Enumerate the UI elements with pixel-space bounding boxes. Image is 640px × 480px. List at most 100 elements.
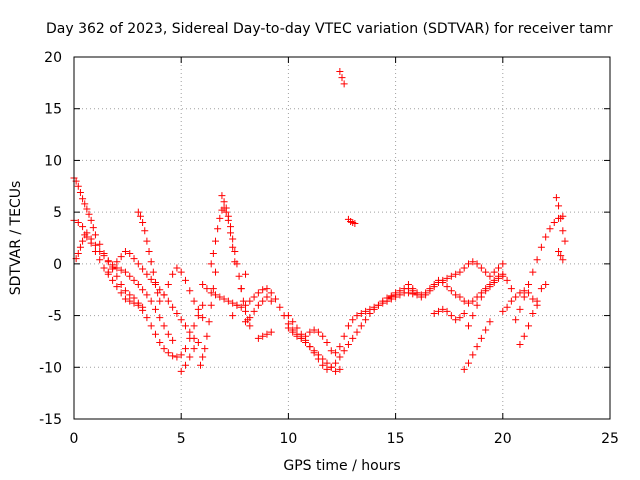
data-point	[177, 351, 185, 359]
data-point	[555, 202, 563, 210]
chart-title: Day 362 of 2023, Sidereal Day-to-day VTE…	[46, 21, 613, 37]
y-tick-label: 10	[44, 153, 62, 169]
data-point	[289, 328, 297, 336]
data-point	[537, 285, 545, 293]
data-point	[83, 205, 91, 213]
y-tick-label: -15	[39, 412, 62, 428]
data-point	[516, 289, 524, 297]
data-point	[242, 301, 250, 309]
data-point	[404, 281, 412, 289]
data-point	[145, 247, 153, 255]
data-point	[340, 80, 348, 88]
data-point	[218, 192, 226, 200]
data-point	[126, 272, 134, 280]
data-point	[362, 316, 370, 324]
data-point	[323, 359, 331, 367]
data-point	[181, 322, 189, 330]
data-point	[525, 322, 533, 330]
data-point	[229, 243, 237, 251]
data-point	[559, 256, 567, 264]
data-point	[117, 289, 125, 297]
data-point	[443, 307, 451, 315]
data-point	[203, 285, 211, 293]
data-point	[222, 204, 230, 212]
data-point	[242, 318, 250, 326]
plot-frame	[73, 56, 611, 420]
data-point	[512, 293, 520, 301]
data-point	[460, 264, 468, 272]
data-point	[460, 297, 468, 305]
data-point	[231, 247, 239, 255]
data-point	[109, 263, 117, 271]
x-tick-label: 15	[387, 431, 405, 447]
data-point	[353, 312, 361, 320]
data-point	[149, 268, 157, 276]
data-point	[383, 297, 391, 305]
data-point	[220, 295, 228, 303]
data-point	[284, 312, 292, 320]
data-point	[203, 332, 211, 340]
data-point	[546, 225, 554, 233]
data-point	[224, 297, 232, 305]
data-point	[220, 198, 228, 206]
data-point	[464, 322, 472, 330]
data-point	[186, 328, 194, 336]
data-point	[134, 301, 142, 309]
data-point	[503, 303, 511, 311]
data-point	[74, 250, 82, 258]
data-point	[134, 260, 142, 268]
data-point	[229, 235, 237, 243]
y-tick-label: 20	[44, 50, 62, 66]
data-point	[190, 345, 198, 353]
data-point	[227, 223, 235, 231]
data-point	[147, 322, 155, 330]
data-point	[117, 266, 125, 274]
data-point	[209, 285, 217, 293]
data-point	[302, 332, 310, 340]
data-point	[134, 281, 142, 289]
data-point	[336, 353, 344, 361]
data-point	[430, 283, 438, 291]
data-point	[130, 255, 138, 263]
data-point	[464, 359, 472, 367]
data-point	[490, 278, 498, 286]
data-point	[250, 293, 258, 301]
data-point	[104, 257, 112, 265]
data-point	[164, 281, 172, 289]
data-point	[121, 247, 129, 255]
data-point	[164, 330, 172, 338]
data-point	[126, 297, 134, 305]
data-point	[473, 343, 481, 351]
data-point	[143, 270, 151, 278]
data-point	[212, 237, 220, 245]
data-point	[336, 67, 344, 75]
data-point	[310, 349, 318, 357]
data-point	[284, 324, 292, 332]
data-point	[456, 314, 464, 322]
data-point	[169, 303, 177, 311]
data-point	[357, 322, 365, 330]
data-point	[237, 303, 245, 311]
data-point	[237, 285, 245, 293]
data-point	[151, 305, 159, 313]
data-point	[233, 301, 241, 309]
data-point	[190, 334, 198, 342]
data-point	[259, 286, 267, 294]
data-point	[464, 299, 472, 307]
data-point	[113, 264, 121, 272]
data-point	[79, 223, 87, 231]
data-point	[126, 250, 134, 258]
data-point	[143, 291, 151, 299]
data-point	[362, 307, 370, 315]
data-point	[499, 307, 507, 315]
data-point	[177, 316, 185, 324]
data-point	[327, 347, 335, 355]
data-point	[447, 312, 455, 320]
data-point	[516, 305, 524, 313]
data-point	[126, 291, 134, 299]
data-point	[224, 212, 232, 220]
data-point	[139, 218, 147, 226]
data-point	[306, 343, 314, 351]
data-point	[173, 353, 181, 361]
data-point	[81, 200, 89, 208]
